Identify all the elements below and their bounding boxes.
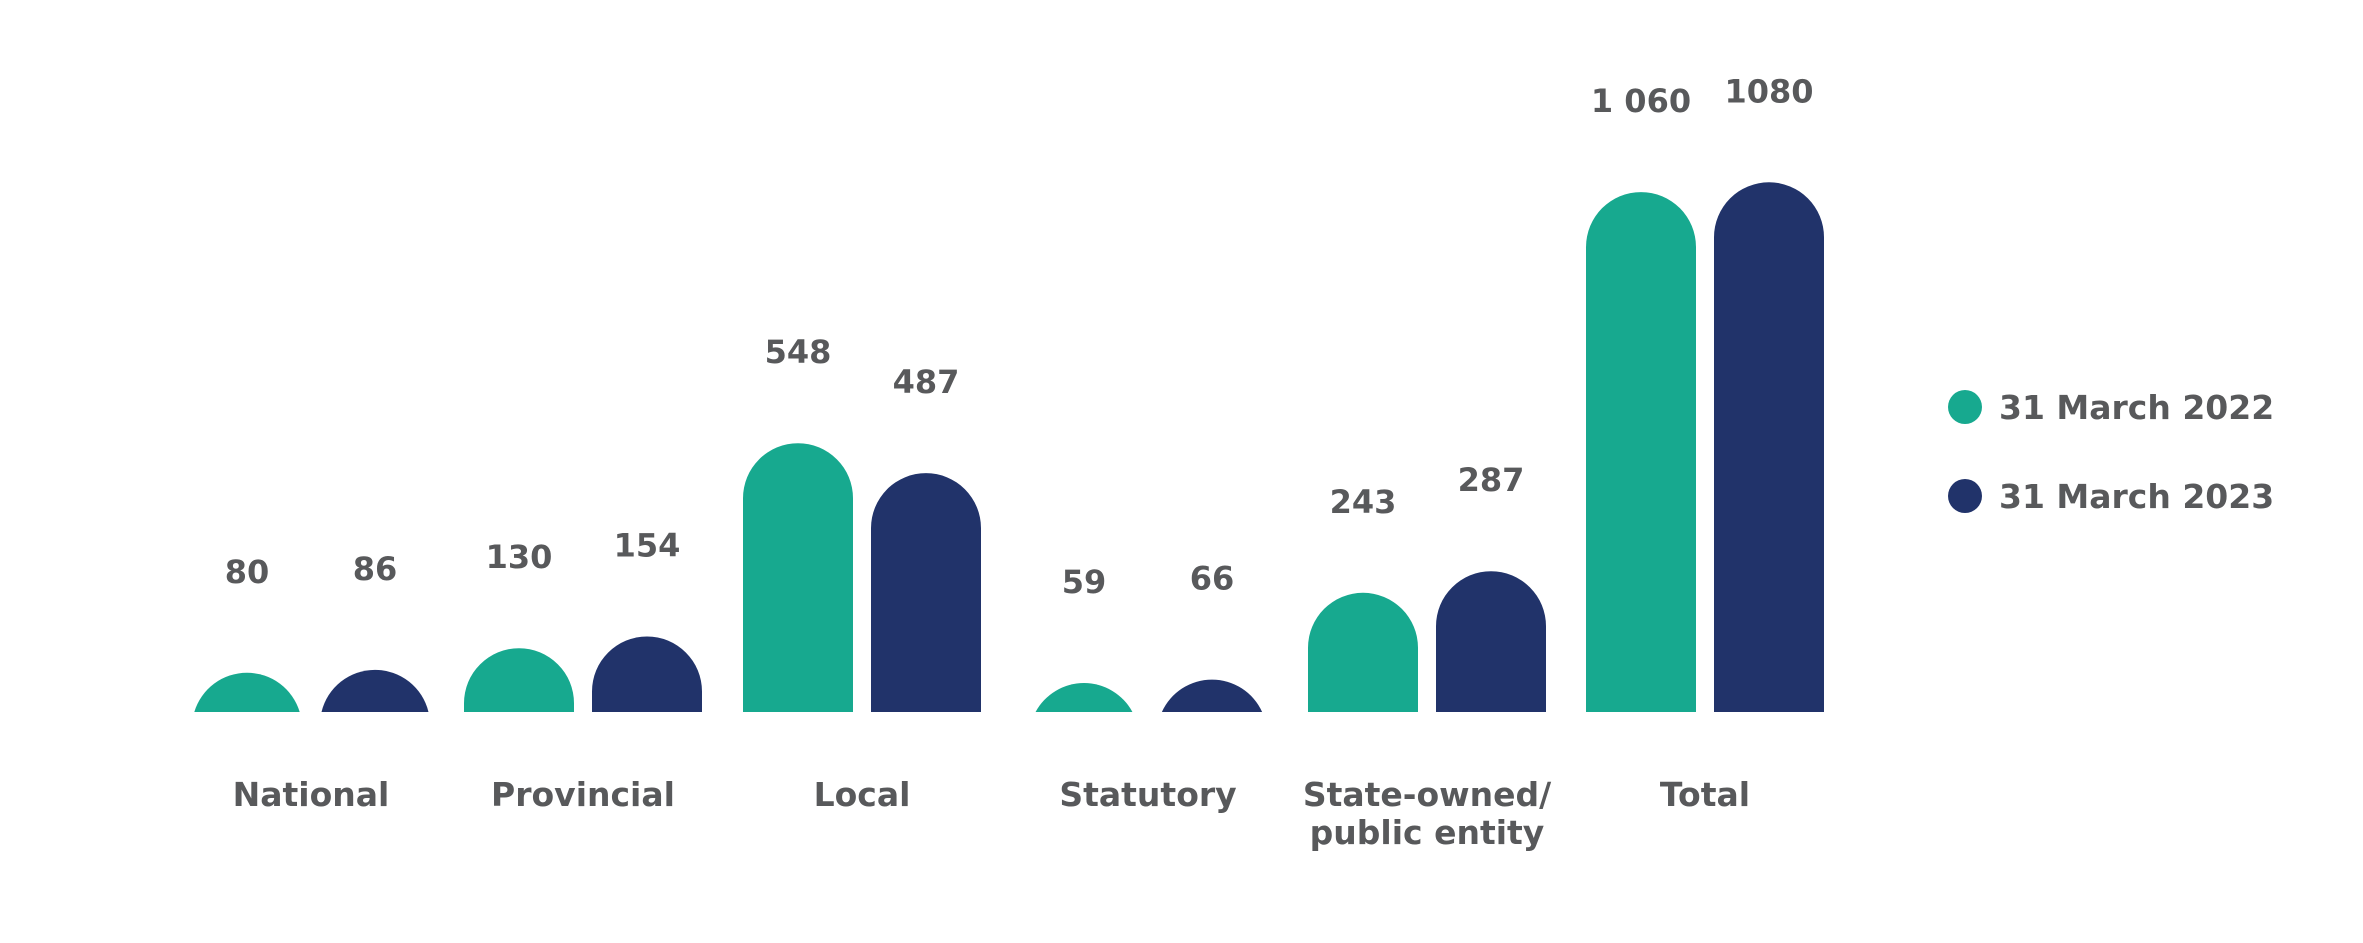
bar-0-0 (194, 672, 300, 712)
legend-marker-1 (1948, 479, 1982, 513)
bar-5-0 (1586, 192, 1696, 712)
value-label-3-1: 66 (1190, 560, 1235, 598)
value-label-4-0: 243 (1330, 483, 1397, 521)
bar-2-0 (743, 443, 853, 712)
bar-0-1 (321, 669, 429, 712)
value-label-5-0: 1 060 (1591, 82, 1691, 120)
value-label-4-1: 287 (1458, 461, 1525, 499)
value-label-1-1: 154 (614, 526, 681, 564)
value-label-2-1: 487 (893, 363, 960, 401)
bar-4-0 (1308, 592, 1418, 712)
legend: 31 March 2022 31 March 2023 (1948, 388, 2274, 516)
bar-2-1 (871, 473, 981, 712)
legend-label-1: 31 March 2023 (1999, 477, 2274, 516)
value-label-0-0: 80 (225, 553, 270, 591)
bar-1-0 (464, 648, 574, 712)
value-label-5-1: 1080 (1724, 72, 1813, 110)
category-label-2-0: Local (814, 775, 911, 814)
bar-4-1 (1436, 571, 1546, 712)
value-label-1-0: 130 (486, 538, 553, 576)
category-label-4-1: public entity (1310, 813, 1545, 852)
category-label-5-0: Total (1660, 775, 1750, 814)
bar-3-0 (1035, 683, 1133, 712)
value-label-3-0: 59 (1062, 563, 1107, 601)
category-labels-layer: National Provincial Local Statutory State-ow… (233, 775, 1750, 852)
bar-3-1 (1161, 679, 1263, 712)
value-label-0-1: 86 (353, 550, 398, 588)
category-label-0-0: National (233, 775, 390, 814)
category-label-1-0: Provincial (491, 775, 675, 814)
bar-1-1 (592, 636, 702, 712)
category-label-3-0: Statutory (1059, 775, 1236, 814)
bar-5-1 (1714, 182, 1824, 712)
legend-label-0: 31 March 2022 (1999, 388, 2274, 427)
legend-marker-0 (1948, 390, 1982, 424)
bars-layer (194, 182, 1824, 712)
value-labels-layer: 80 86 130 154 548 487 59 66 243 287 1 060 1080 (225, 72, 1814, 601)
value-label-2-0: 548 (765, 333, 832, 371)
category-label-4-0: State-owned/ (1303, 775, 1552, 814)
